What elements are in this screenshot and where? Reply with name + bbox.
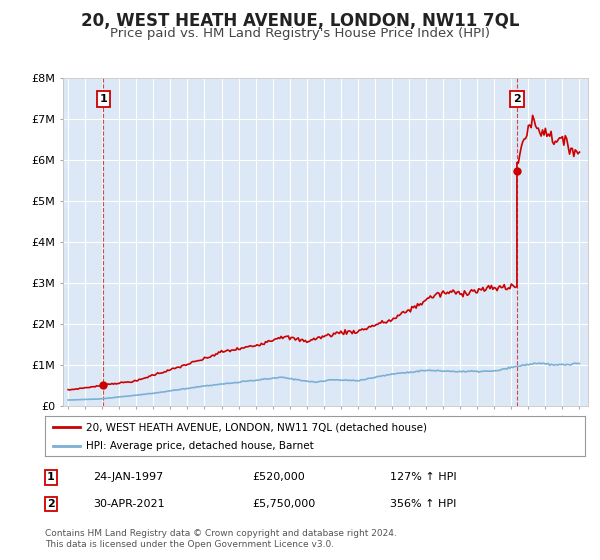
Text: 2: 2: [47, 499, 55, 509]
Text: 127% ↑ HPI: 127% ↑ HPI: [390, 472, 457, 482]
Text: 2: 2: [513, 94, 521, 104]
Text: Price paid vs. HM Land Registry's House Price Index (HPI): Price paid vs. HM Land Registry's House …: [110, 27, 490, 40]
Text: 24-JAN-1997: 24-JAN-1997: [93, 472, 163, 482]
Text: 20, WEST HEATH AVENUE, LONDON, NW11 7QL (detached house): 20, WEST HEATH AVENUE, LONDON, NW11 7QL …: [86, 422, 427, 432]
Text: 356% ↑ HPI: 356% ↑ HPI: [390, 499, 457, 509]
Text: 30-APR-2021: 30-APR-2021: [93, 499, 164, 509]
Text: 20, WEST HEATH AVENUE, LONDON, NW11 7QL: 20, WEST HEATH AVENUE, LONDON, NW11 7QL: [81, 12, 519, 30]
Text: HPI: Average price, detached house, Barnet: HPI: Average price, detached house, Barn…: [86, 441, 313, 451]
Text: £520,000: £520,000: [252, 472, 305, 482]
Text: Contains HM Land Registry data © Crown copyright and database right 2024.
This d: Contains HM Land Registry data © Crown c…: [45, 529, 397, 549]
Text: £5,750,000: £5,750,000: [252, 499, 315, 509]
Text: 1: 1: [47, 472, 55, 482]
Text: 1: 1: [100, 94, 107, 104]
